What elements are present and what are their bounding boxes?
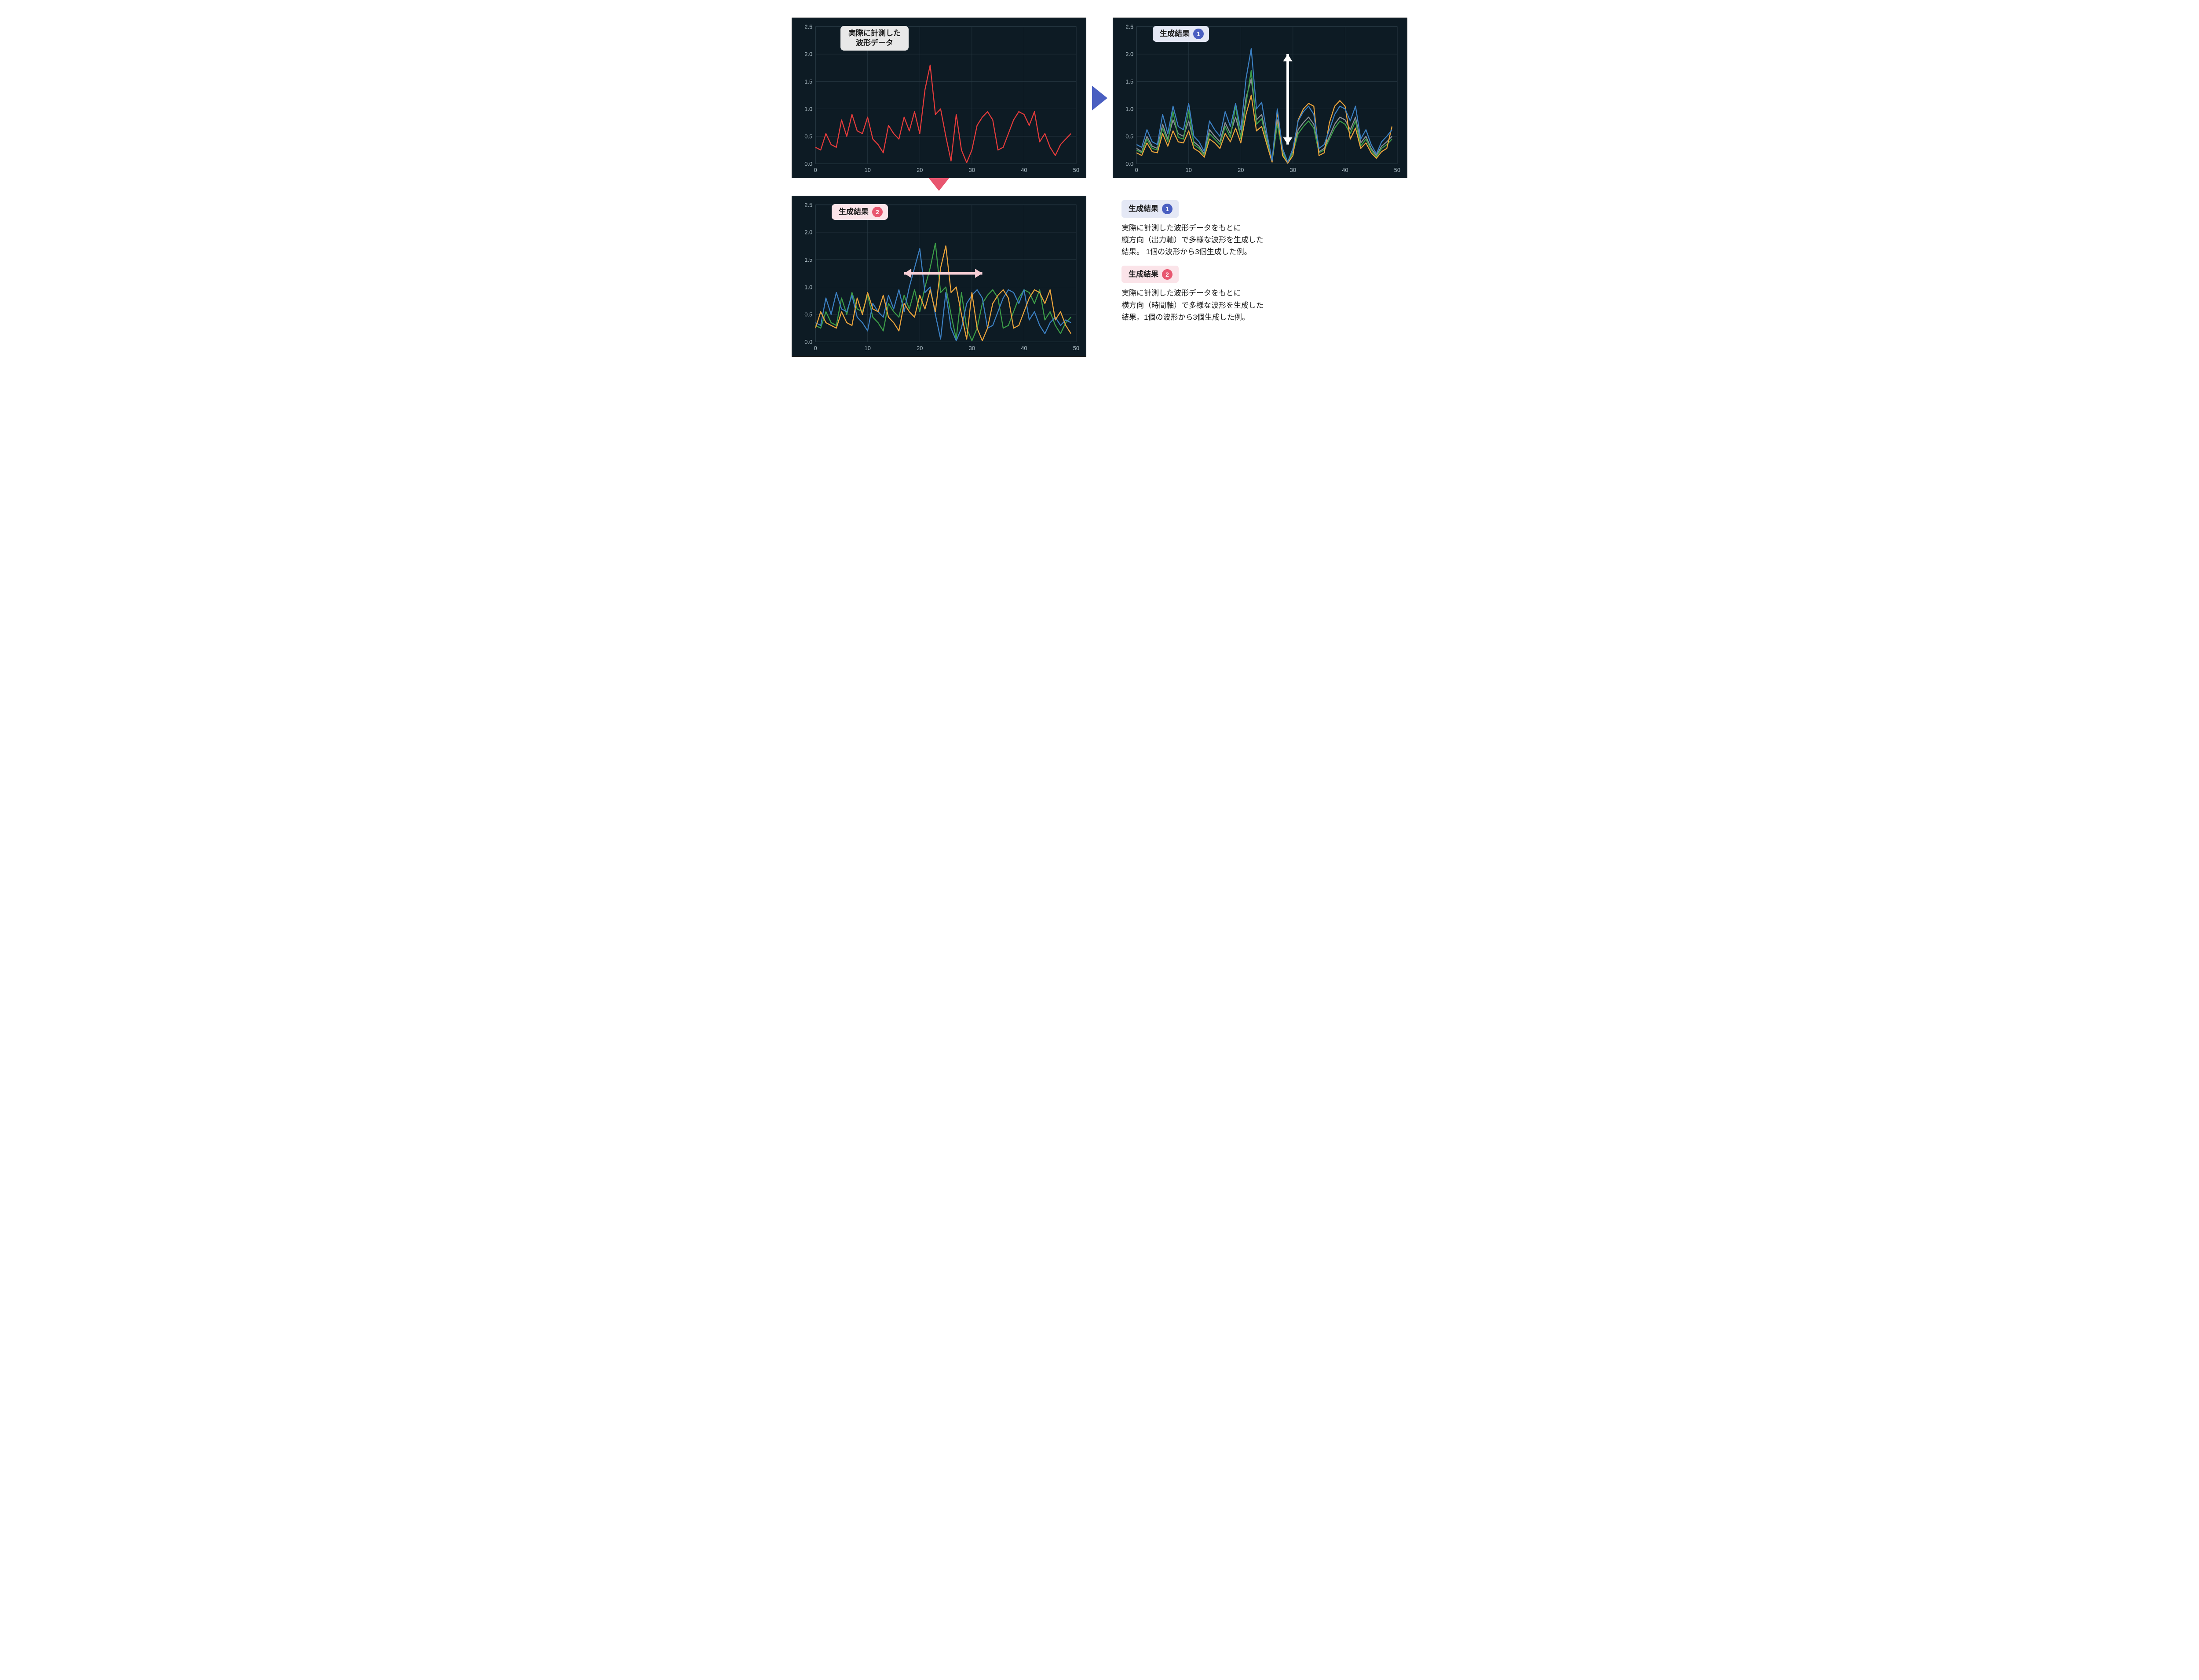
arrow-right-icon bbox=[1092, 86, 1107, 110]
chart-original-svg: 0.0 0.5 1.0 1.5 2.0 2.5 0 10 20 30 40 50 bbox=[794, 22, 1082, 176]
svg-text:30: 30 bbox=[969, 345, 975, 351]
svg-text:1.0: 1.0 bbox=[804, 106, 812, 112]
svg-text:30: 30 bbox=[1290, 167, 1296, 173]
chart-original-badge-line1: 実際に計測した bbox=[848, 29, 901, 37]
arrow-right-cell bbox=[1086, 18, 1113, 178]
desc-1-label-num: 1 bbox=[1162, 204, 1173, 214]
desc-2-label-text: 生成結果 bbox=[1129, 268, 1158, 280]
svg-text:20: 20 bbox=[917, 167, 923, 173]
svg-text:0.0: 0.0 bbox=[804, 339, 812, 345]
svg-text:1.5: 1.5 bbox=[804, 256, 812, 263]
chart-original-badge-line2: 波形データ bbox=[856, 39, 893, 47]
chart-result-2-badge-text: 生成結果 bbox=[839, 207, 869, 217]
svg-text:0: 0 bbox=[814, 167, 817, 173]
svg-text:0.5: 0.5 bbox=[804, 133, 812, 140]
svg-text:50: 50 bbox=[1394, 167, 1400, 173]
svg-text:0: 0 bbox=[1135, 167, 1138, 173]
svg-text:2.5: 2.5 bbox=[804, 202, 812, 208]
chart-result-2-svg: 0.0 0.5 1.0 1.5 2.0 2.5 0 10 20 30 40 50 bbox=[794, 200, 1082, 354]
figure-grid: 実際に計測した 波形データ 0.00.51.01.52.02.501020304… bbox=[792, 18, 1407, 357]
chart-result-1: 生成結果 1 0.0 0.5 1.0 1.5 2.0 2.5 0 10 20 30 40 50 bbox=[1113, 18, 1407, 178]
svg-text:20: 20 bbox=[1238, 167, 1244, 173]
svg-text:40: 40 bbox=[1021, 167, 1027, 173]
svg-text:40: 40 bbox=[1021, 345, 1027, 351]
desc-2-label-num: 2 bbox=[1162, 269, 1173, 280]
svg-text:10: 10 bbox=[1186, 167, 1192, 173]
chart-result-2-badge: 生成結果 2 bbox=[832, 204, 888, 220]
desc-1-label: 生成結果 1 bbox=[1121, 200, 1179, 217]
desc-2-label: 生成結果 2 bbox=[1121, 266, 1179, 283]
chart-result-1-badge-num: 1 bbox=[1193, 29, 1204, 39]
svg-text:0.5: 0.5 bbox=[804, 311, 812, 318]
chart-result-1-badge: 生成結果 1 bbox=[1153, 26, 1209, 42]
svg-text:10: 10 bbox=[865, 167, 871, 173]
svg-text:0.5: 0.5 bbox=[1125, 133, 1133, 140]
svg-text:1.0: 1.0 bbox=[804, 284, 812, 291]
chart-result-1-badge-text: 生成結果 bbox=[1160, 29, 1190, 39]
chart-result-2-badge-num: 2 bbox=[872, 207, 883, 217]
svg-text:2.0: 2.0 bbox=[804, 229, 812, 236]
svg-text:10: 10 bbox=[865, 345, 871, 351]
svg-text:2.5: 2.5 bbox=[804, 23, 812, 30]
arrow-down-cell bbox=[792, 178, 1086, 196]
description-panel: 生成結果 1 実際に計測した波形データをもとに縦方向（出力軸）で多様な波形を生成… bbox=[1113, 196, 1407, 356]
svg-text:2.0: 2.0 bbox=[804, 51, 812, 58]
svg-text:2.5: 2.5 bbox=[1125, 23, 1133, 30]
svg-text:2.0: 2.0 bbox=[1125, 51, 1133, 58]
desc-1-text: 実際に計測した波形データをもとに縦方向（出力軸）で多様な波形を生成した結果。 1… bbox=[1121, 222, 1399, 258]
svg-text:0.0: 0.0 bbox=[1125, 161, 1133, 167]
chart-result-2: 生成結果 2 0.0 0.5 1.0 1.5 2.0 2.5 0 10 20 30 40 50 bbox=[792, 196, 1086, 356]
svg-text:50: 50 bbox=[1073, 345, 1079, 351]
svg-text:1.5: 1.5 bbox=[1125, 78, 1133, 85]
svg-text:0: 0 bbox=[814, 345, 817, 351]
svg-text:50: 50 bbox=[1073, 167, 1079, 173]
svg-text:20: 20 bbox=[917, 345, 923, 351]
desc-1-label-text: 生成結果 bbox=[1129, 203, 1158, 215]
svg-text:30: 30 bbox=[969, 167, 975, 173]
chart-result-1-svg: 0.0 0.5 1.0 1.5 2.0 2.5 0 10 20 30 40 50 bbox=[1115, 22, 1403, 176]
desc-2-text: 実際に計測した波形データをもとに横方向（時間軸）で多様な波形を生成した結果。1個… bbox=[1121, 287, 1399, 323]
svg-text:40: 40 bbox=[1342, 167, 1348, 173]
svg-text:1.0: 1.0 bbox=[1125, 106, 1133, 112]
chart-original: 実際に計測した 波形データ 0.0 0.5 1.0 1.5 2.0 2.5 0 10 20 30 4… bbox=[792, 18, 1086, 178]
svg-text:1.5: 1.5 bbox=[804, 78, 812, 85]
chart-original-badge: 実際に計測した 波形データ bbox=[840, 26, 909, 51]
svg-text:0.0: 0.0 bbox=[804, 161, 812, 167]
